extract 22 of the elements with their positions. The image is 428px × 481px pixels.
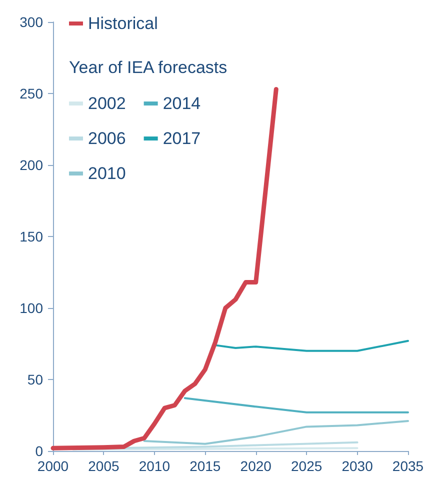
x-tick-label: 2005	[88, 458, 120, 474]
legend-label: 2002	[88, 94, 126, 113]
legend-label: 2017	[162, 129, 201, 148]
legend-label: 2014	[162, 94, 201, 113]
x-tick-label: 2025	[290, 458, 322, 474]
x-tick-label: 2010	[138, 458, 170, 474]
x-tick-label: 2035	[392, 458, 424, 474]
y-tick-label: 150	[20, 228, 44, 244]
legend-label: Historical	[88, 14, 158, 33]
y-tick-label: 200	[20, 157, 44, 173]
y-tick-label: 250	[20, 86, 44, 102]
x-tick-label: 2000	[37, 458, 69, 474]
y-tick-label: 0	[35, 443, 44, 459]
y-tick-label: 300	[20, 14, 44, 30]
x-tick-label: 2020	[240, 458, 272, 474]
legend-title: Year of IEA forecasts	[69, 58, 228, 77]
y-tick-label: 50	[27, 372, 44, 388]
x-tick-label: 2030	[342, 458, 374, 474]
x-tick-label: 2015	[190, 458, 221, 474]
legend-label: 2006	[88, 129, 126, 148]
legend-label: 2010	[88, 164, 126, 183]
y-tick-label: 100	[20, 300, 44, 316]
